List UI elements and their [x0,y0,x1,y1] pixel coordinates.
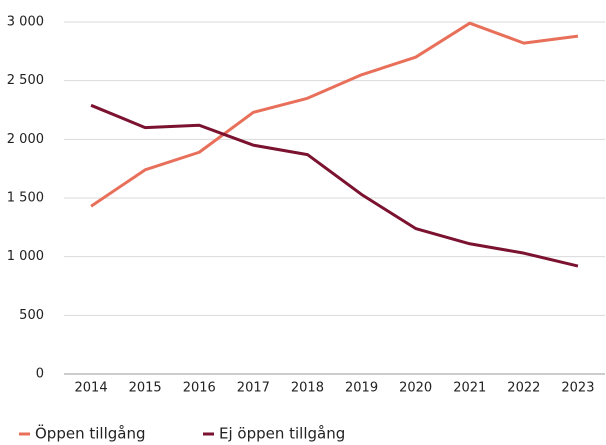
y-tick-label: 1 500 [7,191,44,206]
y-tick-label: 2 500 [7,73,44,88]
x-tick-label: 2015 [129,381,162,396]
legend-label: Öppen tillgång [35,424,145,443]
x-tick-label: 2016 [183,381,216,396]
x-tick-label: 2021 [453,381,486,396]
series-line [90,21,579,208]
y-tick-label: 1 000 [7,249,44,264]
x-tick-label: 2022 [507,381,540,396]
series-line [90,103,579,268]
legend-label: Ej öppen tillgång [219,425,345,443]
x-tick-label: 2019 [345,381,378,396]
y-tick-label: 500 [19,308,44,323]
x-tick-label: 2023 [561,381,594,396]
x-tick-label: 2014 [75,381,108,396]
y-tick-label: 0 [36,367,44,382]
x-tick-label: 2020 [399,381,432,396]
x-tick-label: 2017 [237,381,270,396]
x-tick-label: 2018 [291,381,324,396]
y-tick-label: 2 000 [7,132,44,147]
y-tick-label: 3 000 [7,15,44,30]
